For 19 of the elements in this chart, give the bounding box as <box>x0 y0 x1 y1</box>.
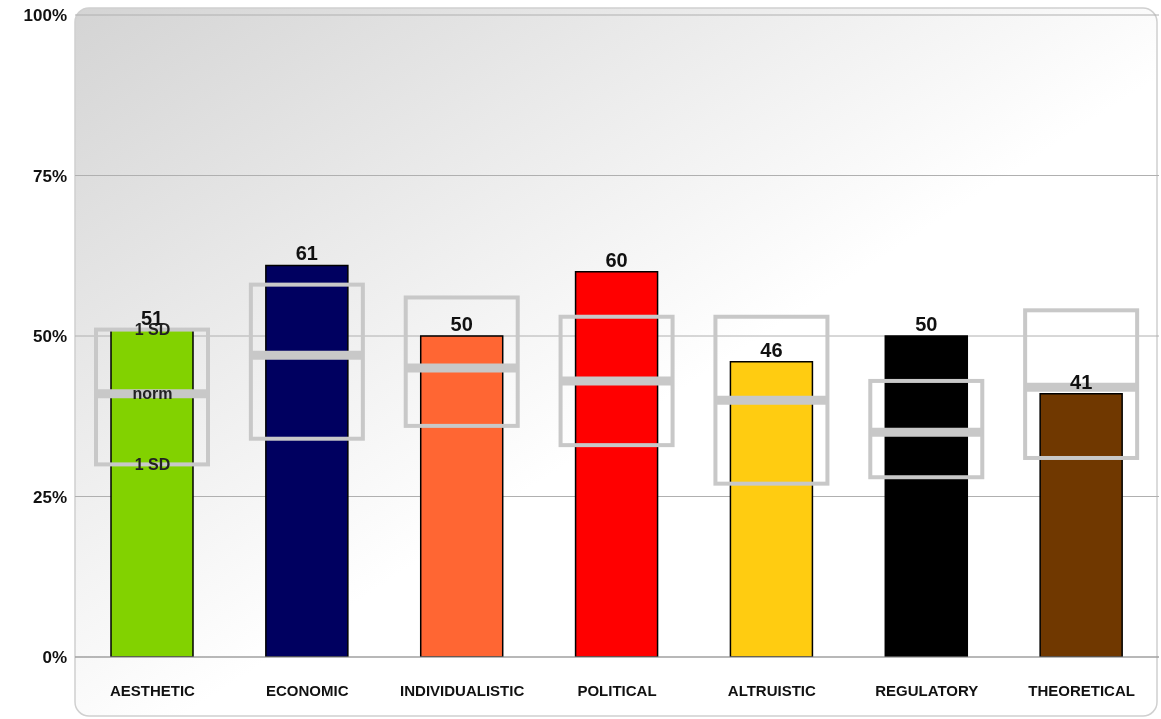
x-tick-label: THEORETICAL <box>1028 681 1135 699</box>
y-tick-label: 100% <box>23 6 67 26</box>
data-label: 46 <box>760 338 783 361</box>
data-label: 60 <box>605 248 628 271</box>
data-label: 50 <box>450 313 473 335</box>
y-tick-label: 0% <box>42 648 67 668</box>
y-tick-label: 50% <box>32 327 67 347</box>
data-label: 50 <box>915 313 938 335</box>
y-tick-label: 75% <box>32 166 67 186</box>
y-tick-label: 25% <box>32 487 67 507</box>
x-tick-label: AESTHETIC <box>109 681 196 699</box>
annotation: 1 SD <box>134 456 171 474</box>
data-label: 61 <box>295 242 318 265</box>
data-label: 41 <box>1070 370 1093 393</box>
x-tick-label: POLITICAL <box>577 681 657 699</box>
x-tick-label: REGULATORY <box>875 681 979 699</box>
x-tick-label: INDIVIDUALISTIC <box>400 681 525 699</box>
x-tick-label: ECONOMIC <box>266 681 349 699</box>
x-tick-label: ALTRUISTIC <box>727 681 817 699</box>
